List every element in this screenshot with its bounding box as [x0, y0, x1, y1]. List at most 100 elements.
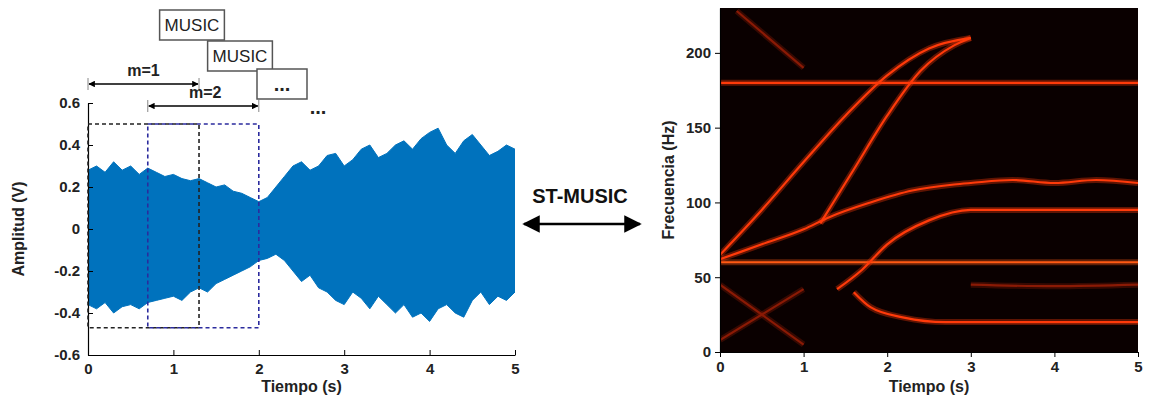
tick-mark [715, 202, 720, 203]
y-axis: 0 50 100 150 200 [686, 9, 721, 361]
x-axis: 012345 [716, 352, 1142, 375]
tick-label: 0 [703, 343, 711, 360]
window-box [88, 124, 199, 328]
tick-label: -0.6 [54, 346, 80, 363]
tick: 2 [255, 350, 263, 377]
process-box: MUSIC [160, 10, 225, 40]
tick-mark [715, 53, 720, 54]
tick: 200 [686, 44, 720, 61]
trace [971, 285, 1138, 286]
tick-label: 100 [686, 194, 711, 211]
tick-mark [715, 128, 720, 129]
plot-area [88, 128, 515, 321]
trace [720, 261, 1138, 263]
tick-label: 50 [694, 269, 711, 286]
x-axis-title: Tiempo (s) [889, 378, 970, 395]
box-frame [208, 41, 273, 71]
tick-mark [430, 350, 431, 355]
trace [854, 292, 1138, 322]
tick-label: 1 [170, 360, 178, 377]
tick-mark [887, 352, 888, 357]
tick-mark [1054, 352, 1055, 357]
trace [720, 289, 804, 340]
tick-label: 1 [800, 358, 808, 375]
trace-glow [720, 80, 1138, 86]
tick: 0 [72, 220, 93, 237]
window-arrow-end [258, 100, 259, 112]
tick-label: 0.4 [59, 136, 81, 153]
y-axis-title: Amplitud (V) [10, 181, 27, 276]
trace-glow [720, 38, 971, 255]
trace [720, 285, 804, 345]
window-arrow [149, 105, 258, 106]
tick-label: 0 [716, 358, 724, 375]
window-arrow [89, 83, 198, 84]
tick: 3 [967, 352, 975, 375]
y-axis: -0.6 -0.4 -0.2 0 0.2 0.4 0.6 [54, 94, 93, 363]
tick-mark [715, 277, 720, 278]
tick-mark [88, 103, 93, 104]
tick: 0 [703, 343, 720, 360]
tick: 150 [686, 119, 720, 136]
tick-label: 2 [255, 360, 263, 377]
tick-mark [804, 352, 805, 357]
tick-mark [715, 352, 720, 353]
transform-label: ST-MUSIC [532, 185, 628, 207]
music-boxes: MUSIC MUSIC... [160, 10, 307, 99]
trace-glow [720, 259, 1138, 265]
axis-line [721, 352, 1139, 353]
tick-mark [88, 145, 93, 146]
tick-mark [88, 187, 93, 188]
x-axis-title: Tiempo (s) [261, 378, 342, 395]
transform-arrow [524, 223, 640, 226]
tick: 0 [716, 352, 724, 375]
axis-line [89, 355, 516, 356]
tick-label: 0.6 [59, 94, 80, 111]
tick-label: 150 [686, 119, 711, 136]
trace [737, 11, 804, 68]
window-arrow-end [147, 100, 148, 112]
tick-label: -0.2 [54, 262, 80, 279]
trace-glow [971, 285, 1138, 286]
tick-mark [344, 350, 345, 355]
tick-mark [88, 271, 93, 272]
tick-mark [971, 352, 972, 357]
tick: 1 [800, 352, 808, 375]
box-label: ... [274, 73, 291, 95]
trace-glow [720, 289, 804, 340]
trace [720, 82, 1138, 84]
tick-mark [259, 350, 260, 355]
tick: -0.4 [54, 304, 93, 321]
tick: 0.6 [59, 94, 93, 111]
window-label: m=2 [189, 84, 222, 101]
window-box [148, 124, 259, 328]
tick: 50 [694, 269, 720, 286]
tick-label: 0.2 [59, 178, 80, 195]
tick-label: 3 [967, 358, 975, 375]
tick: 3 [341, 350, 349, 377]
trace-glow [737, 11, 804, 68]
tick: -0.6 [54, 346, 93, 363]
windows: m=1m=2 [88, 62, 259, 328]
plot-area [720, 11, 1138, 345]
process-box: ... [257, 69, 307, 99]
figure: 0 1 2 3 4 5 -0.6 -0.4 -0.2 0 0.2 0.4 0.6 Tiempo (s) Am… [0, 0, 1157, 403]
tick: 5 [1134, 352, 1142, 375]
tick-label: -0.4 [54, 304, 81, 321]
tick-mark [720, 352, 721, 357]
box-frame [257, 69, 307, 99]
trace [837, 210, 1138, 289]
x-axis: 012345 [84, 350, 519, 377]
tick-label: 3 [341, 360, 349, 377]
tick-mark [173, 350, 174, 355]
tick-label: 200 [686, 44, 711, 61]
tick-mark [515, 350, 516, 355]
signal-area [88, 128, 515, 321]
tick-label: 0 [84, 360, 92, 377]
process-box: MUSIC [208, 41, 273, 71]
tick: 1 [170, 350, 178, 377]
tick-label: 4 [1051, 358, 1060, 375]
tick: 4 [426, 350, 435, 377]
box-label: MUSIC [165, 16, 220, 35]
window-arrow-end [88, 78, 89, 90]
